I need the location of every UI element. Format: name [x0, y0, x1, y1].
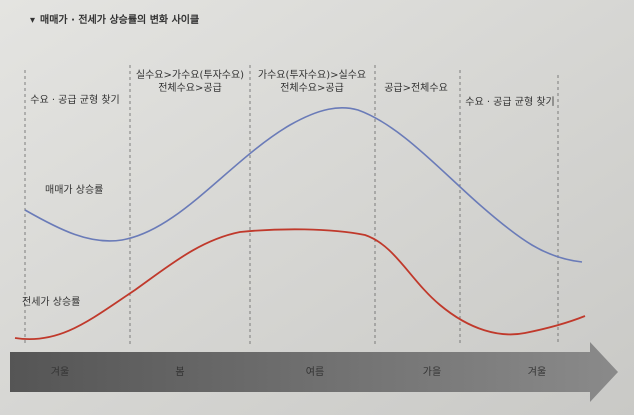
phase-label: 수요 · 공급 균형 찾기 — [465, 96, 555, 108]
season-label: 여름 — [306, 366, 324, 378]
phase-label: 수요 · 공급 균형 찾기 — [30, 94, 120, 106]
title: 매매가 · 전세가 상승률의 변화 사이클 — [40, 13, 199, 26]
phase-label: 전체수요>공급 — [280, 82, 344, 94]
time-arrow — [10, 342, 618, 402]
curve-label: 매매가 상승률 — [45, 184, 103, 196]
season-label: 겨울 — [528, 366, 546, 378]
phase-label: 전체수요>공급 — [158, 82, 222, 94]
curve-label: 전세가 상승률 — [22, 296, 80, 308]
title-marker: ▾ — [30, 15, 35, 26]
season-label: 겨울 — [51, 366, 69, 378]
phase-label: 실수요>가수요(투자수요) — [136, 69, 244, 81]
dividers — [24, 65, 559, 345]
phase-label: 공급>전체수요 — [384, 82, 448, 94]
season-label: 봄 — [175, 366, 184, 378]
sale-price-curve — [24, 107, 583, 263]
season-label: 가을 — [423, 366, 441, 378]
lease-price-curve — [14, 228, 586, 340]
phase-label: 가수요(투자수요)>실수요 — [258, 69, 366, 81]
